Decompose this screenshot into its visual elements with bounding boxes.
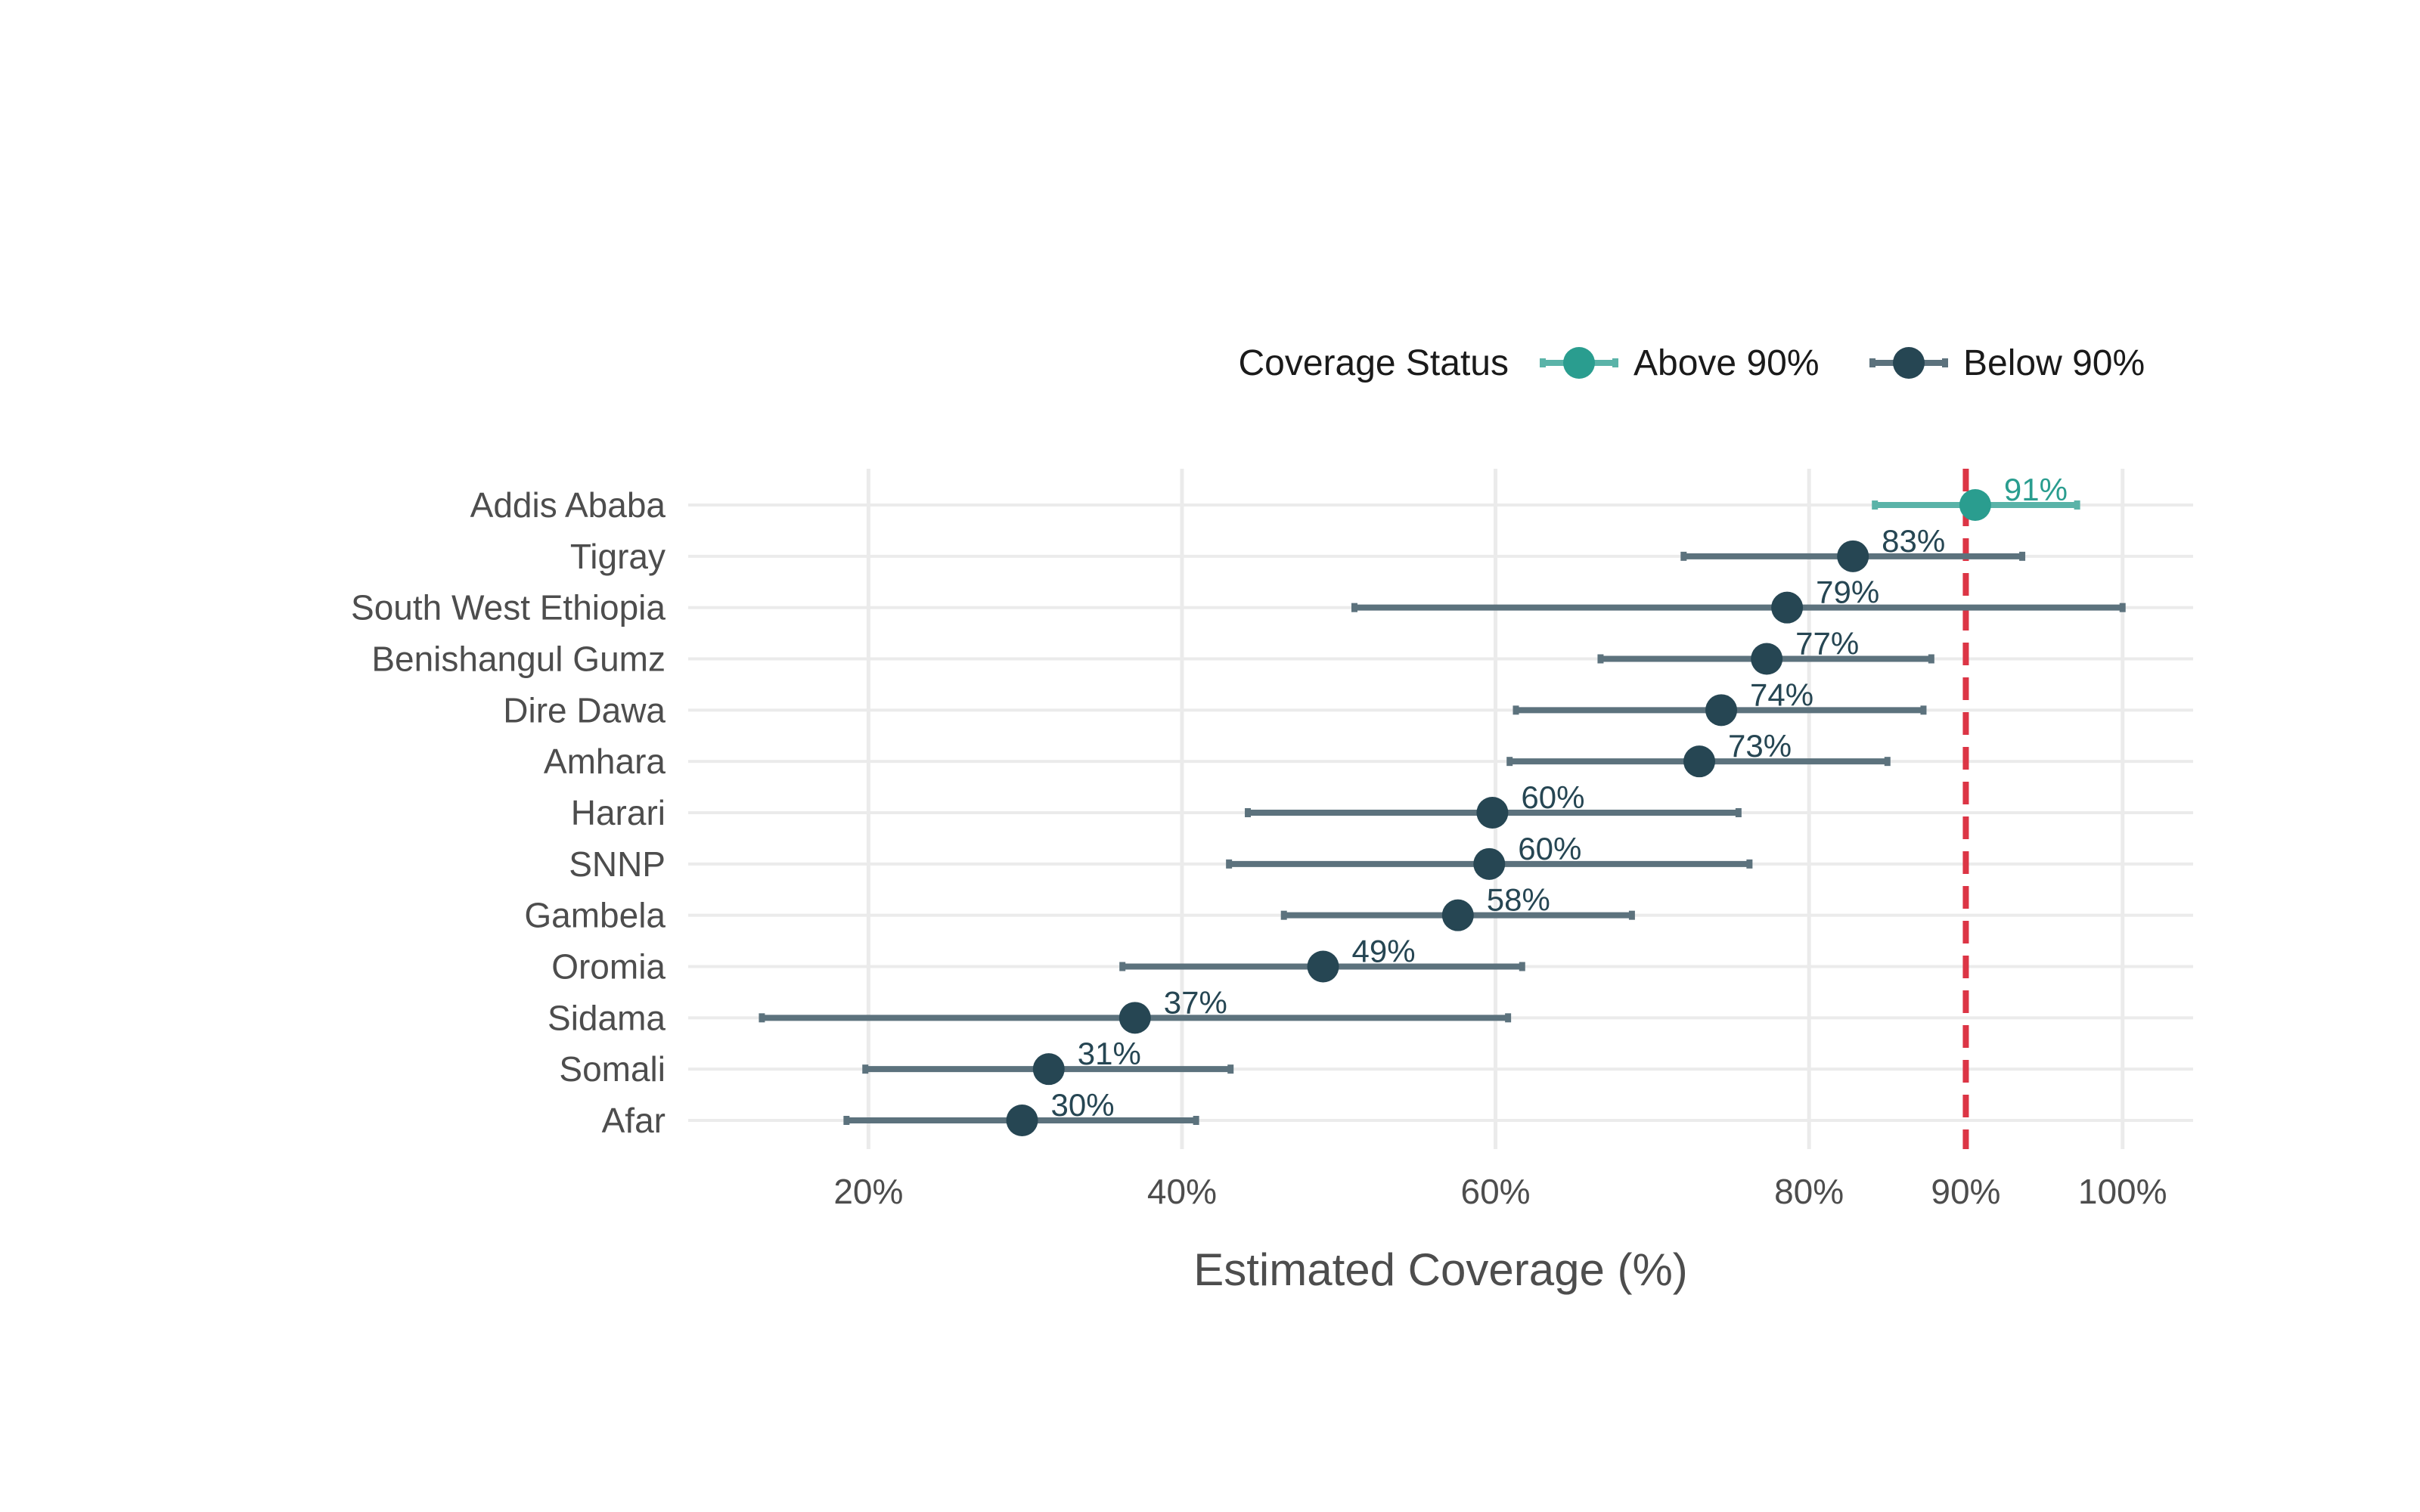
y-tick-label: Oromia bbox=[551, 947, 666, 987]
data-point bbox=[1959, 489, 1991, 521]
data-label: 60% bbox=[1518, 831, 1581, 866]
x-tick-label: 40% bbox=[1147, 1172, 1217, 1211]
y-tick-label: Tigray bbox=[570, 537, 666, 576]
data-label: 91% bbox=[2004, 472, 2068, 507]
x-axis-title: Estimated Coverage (%) bbox=[1193, 1244, 1688, 1295]
data-point bbox=[1006, 1105, 1038, 1136]
legend-key-point bbox=[1563, 347, 1595, 379]
legend-title: Coverage Status bbox=[1238, 343, 1509, 383]
data-label: 49% bbox=[1352, 934, 1416, 969]
legend-key-point bbox=[1893, 347, 1925, 379]
data-label: 73% bbox=[1728, 728, 1792, 764]
y-tick-label: Somali bbox=[559, 1049, 666, 1089]
data-label: 31% bbox=[1078, 1036, 1141, 1071]
data-points bbox=[1006, 489, 1991, 1136]
y-tick-label: Benishangul Gumz bbox=[371, 640, 666, 679]
legend-label: Above 90% bbox=[1634, 343, 1820, 383]
y-tick-label: SNNP bbox=[569, 844, 666, 884]
legend: Coverage Status Above 90% Below 90% bbox=[1238, 343, 2145, 383]
data-point bbox=[1118, 1002, 1151, 1034]
legend-entries: Above 90% Below 90% bbox=[1540, 343, 2145, 383]
y-tick-label: Dire Dawa bbox=[503, 690, 666, 730]
data-label: 79% bbox=[1816, 575, 1879, 610]
data-label: 77% bbox=[1795, 626, 1859, 662]
y-tick-label: Harari bbox=[571, 793, 666, 832]
data-labels: 91% 83%79% 77% 74% 73% 60% 60% 58% 49% 37% 31% 30% bbox=[1051, 472, 2068, 1123]
x-axis-tick-labels: 20% 40% 60% 80% 90% 100% bbox=[833, 1172, 2167, 1211]
data-point bbox=[1476, 797, 1509, 829]
data-point bbox=[1705, 694, 1738, 727]
data-label: 60% bbox=[1521, 779, 1584, 815]
legend-entry: Above 90% bbox=[1540, 343, 1820, 383]
x-tick-label: 80% bbox=[1774, 1172, 1844, 1211]
y-tick-label: Gambela bbox=[524, 896, 666, 935]
data-label: 58% bbox=[1487, 882, 1550, 918]
data-point bbox=[1307, 950, 1339, 983]
y-axis-tick-labels: Addis Ababa Tigray South West Ethiopia Beni… bbox=[351, 485, 666, 1140]
data-label: 30% bbox=[1051, 1087, 1115, 1123]
legend-label: Below 90% bbox=[1963, 343, 2145, 383]
data-point bbox=[1751, 643, 1783, 675]
x-tick-label: 60% bbox=[1461, 1172, 1531, 1211]
data-point bbox=[1441, 899, 1474, 931]
y-tick-label: Addis Ababa bbox=[470, 485, 666, 525]
x-tick-label: 20% bbox=[833, 1172, 903, 1211]
x-tick-label: 90% bbox=[1931, 1172, 2000, 1211]
data-point bbox=[1473, 847, 1506, 880]
legend-entry: Below 90% bbox=[1869, 343, 2145, 383]
data-label: 37% bbox=[1164, 984, 1227, 1020]
x-tick-label: 100% bbox=[2078, 1172, 2167, 1211]
data-point bbox=[1683, 745, 1716, 778]
data-point bbox=[1032, 1053, 1065, 1086]
data-point bbox=[1837, 540, 1869, 572]
y-tick-label: Afar bbox=[602, 1101, 666, 1140]
data-label: 83% bbox=[1882, 523, 1945, 559]
data-point bbox=[1771, 591, 1804, 624]
y-tick-label: Sidama bbox=[548, 998, 666, 1037]
y-tick-label: Amhara bbox=[544, 742, 666, 781]
y-tick-label: South West Ethiopia bbox=[351, 588, 666, 627]
data-label: 74% bbox=[1750, 677, 1813, 712]
